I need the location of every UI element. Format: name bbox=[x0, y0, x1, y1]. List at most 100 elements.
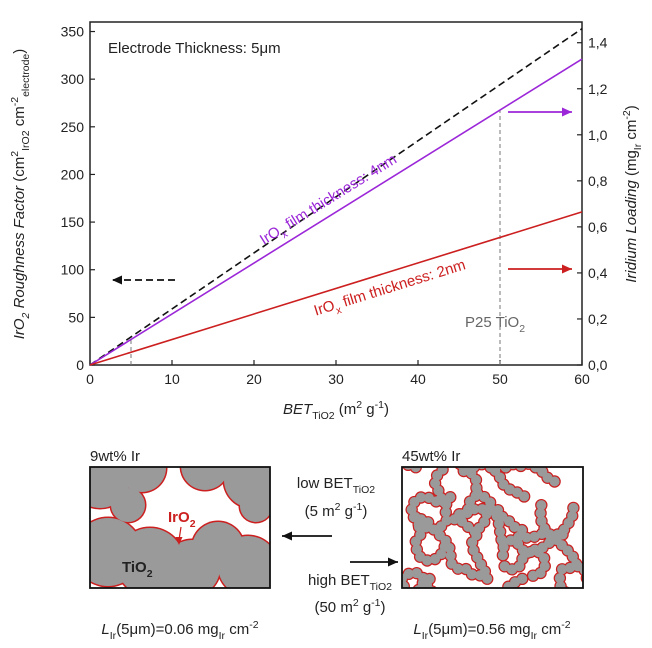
particle bbox=[218, 536, 270, 588]
particle bbox=[570, 600, 580, 610]
particle bbox=[439, 605, 449, 615]
text-part: g bbox=[340, 503, 353, 520]
particle bbox=[386, 443, 396, 453]
particle bbox=[490, 467, 501, 476]
panel-title: 9wt% Ir bbox=[90, 448, 140, 465]
series-line bbox=[89, 28, 583, 366]
arrow-head bbox=[562, 107, 572, 117]
particle bbox=[479, 516, 490, 527]
particle bbox=[485, 467, 495, 471]
text-part: L bbox=[413, 621, 421, 638]
rich-text: IrOx film thickness: 4nm bbox=[257, 151, 402, 252]
particle bbox=[471, 482, 482, 493]
particle bbox=[607, 590, 617, 600]
particle bbox=[533, 547, 544, 558]
particle bbox=[539, 561, 550, 572]
particle bbox=[430, 554, 441, 565]
panel-left bbox=[90, 467, 270, 588]
particle bbox=[482, 573, 493, 584]
text-part: L bbox=[101, 621, 109, 638]
text-part: Roughness Factor bbox=[11, 185, 28, 313]
particle bbox=[495, 526, 506, 537]
text-part: ) bbox=[11, 49, 28, 54]
y2-tick-label: 1,2 bbox=[588, 81, 608, 97]
particle-outline bbox=[406, 598, 418, 610]
text-part: (m bbox=[335, 401, 357, 418]
particle bbox=[492, 505, 503, 516]
x-tick-label: 60 bbox=[574, 371, 590, 387]
rich-text: IrO2 Roughness Factor (cm2IrO2 cm-2elect… bbox=[9, 49, 32, 340]
arrow-head bbox=[388, 557, 398, 567]
y2-tick-label: 1,4 bbox=[588, 35, 608, 51]
rich-text: high BETTiO2 bbox=[308, 572, 392, 593]
particle bbox=[505, 535, 516, 546]
text-part: low BET bbox=[297, 475, 353, 492]
text-part: electrode bbox=[20, 54, 32, 97]
particle bbox=[528, 570, 539, 581]
particle bbox=[497, 550, 508, 561]
particle bbox=[601, 584, 611, 594]
series-line bbox=[89, 58, 583, 366]
particle bbox=[493, 603, 503, 613]
particle-outline bbox=[395, 604, 407, 616]
particle bbox=[389, 618, 399, 628]
particle bbox=[469, 526, 480, 537]
rich-text: IrO2 bbox=[168, 509, 196, 530]
particle bbox=[111, 488, 145, 522]
text-part: (50 m bbox=[314, 599, 352, 616]
particle bbox=[536, 516, 547, 527]
particle bbox=[521, 532, 532, 543]
text-part: g bbox=[362, 401, 375, 418]
text-part: cm bbox=[623, 120, 640, 144]
particle bbox=[549, 476, 560, 487]
particle bbox=[439, 597, 449, 607]
text-part: ) bbox=[384, 401, 389, 418]
text-part: -2 bbox=[249, 619, 258, 631]
particle bbox=[402, 581, 409, 588]
particle bbox=[579, 565, 583, 576]
particle-outline bbox=[395, 596, 407, 608]
text-part: cm bbox=[537, 621, 561, 638]
particle bbox=[564, 562, 575, 573]
text-part: (5μm)=0.06 mg bbox=[116, 621, 218, 638]
text-part: IrO bbox=[168, 509, 190, 526]
particle bbox=[430, 478, 441, 489]
particle-outline bbox=[600, 583, 612, 595]
particle-outline bbox=[606, 589, 618, 601]
x-tick-label: 40 bbox=[410, 371, 426, 387]
particle bbox=[408, 591, 418, 601]
particle bbox=[396, 597, 406, 607]
x-tick-label: 30 bbox=[328, 371, 344, 387]
particle bbox=[376, 432, 386, 442]
particle bbox=[159, 576, 201, 588]
rich-text: BETTiO2 (m2 g-1) bbox=[283, 399, 389, 422]
text-part: Ir bbox=[531, 630, 538, 642]
particle bbox=[403, 568, 414, 579]
text-part: Ir bbox=[110, 630, 117, 642]
text-part: -2 bbox=[9, 97, 21, 106]
particle bbox=[536, 500, 547, 511]
text-part: -1 bbox=[353, 501, 362, 513]
particle bbox=[383, 624, 393, 634]
text-part: high BET bbox=[308, 572, 370, 589]
particle bbox=[470, 490, 481, 501]
text-part: TiO2 bbox=[370, 581, 393, 593]
text-part: Ir bbox=[632, 143, 644, 150]
particle bbox=[515, 467, 526, 471]
particle bbox=[477, 504, 488, 515]
particle bbox=[445, 550, 456, 561]
text-part: Ir bbox=[219, 630, 226, 642]
particle bbox=[413, 584, 424, 588]
text-part: P25 TiO bbox=[465, 314, 519, 331]
particle bbox=[503, 581, 514, 588]
text-part: cm bbox=[11, 106, 28, 130]
particle bbox=[118, 467, 166, 492]
particle bbox=[437, 467, 448, 475]
y2-tick-label: 0,0 bbox=[588, 357, 608, 373]
rich-text: IrOx film thickness: 2nm bbox=[312, 256, 469, 323]
text-part: IrO bbox=[257, 223, 284, 248]
text-part: x bbox=[335, 304, 344, 317]
rich-text: (5 m2 g-1) bbox=[305, 501, 368, 520]
text-part: -2 bbox=[561, 619, 570, 631]
